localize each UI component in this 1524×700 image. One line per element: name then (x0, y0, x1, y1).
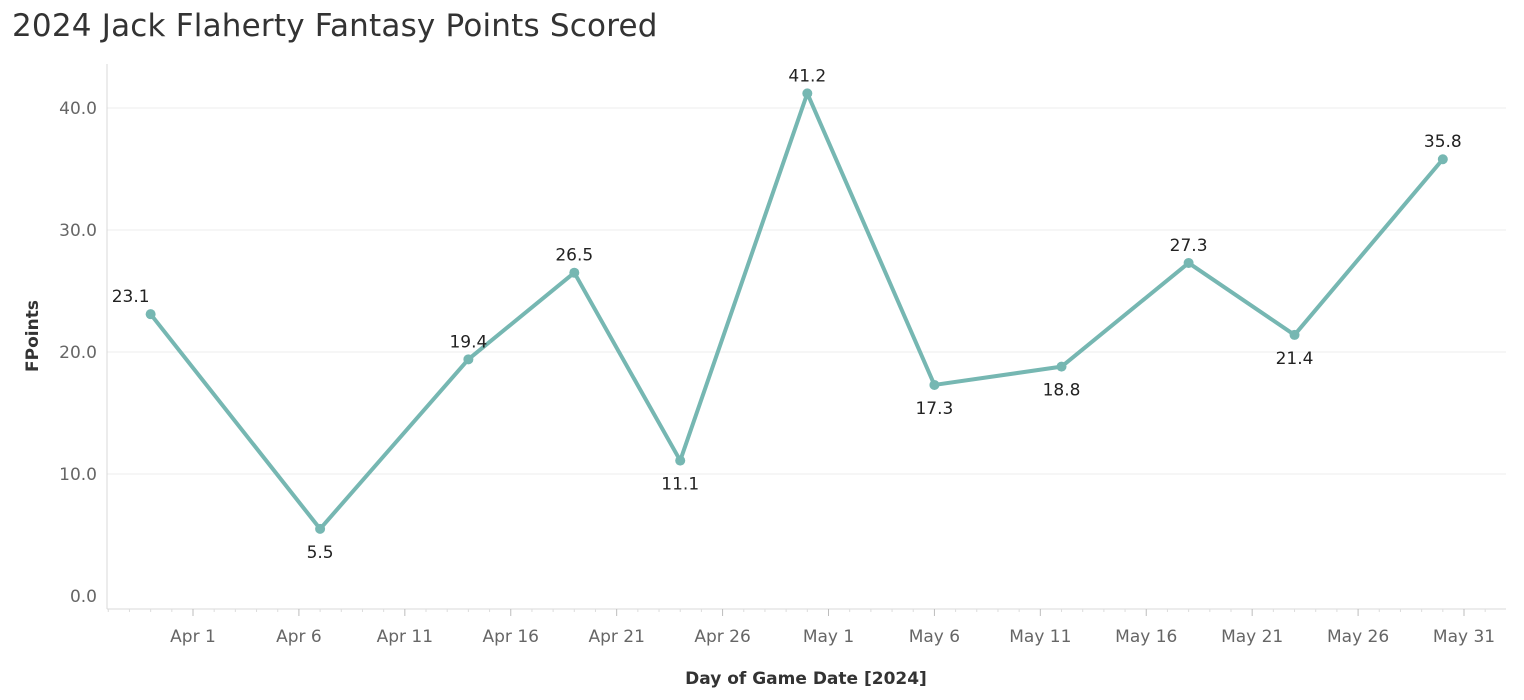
x-tick-label: May 16 (1115, 627, 1177, 647)
data-label: 17.3 (915, 399, 953, 419)
x-tick-label: Apr 1 (170, 627, 216, 647)
x-tick-label: Apr 21 (588, 627, 644, 647)
data-point (463, 354, 474, 365)
gridlines (107, 107, 1506, 475)
y-tick-label: 10.0 (59, 465, 97, 485)
data-label: 11.1 (661, 475, 699, 495)
x-tick-label: May 31 (1433, 627, 1495, 647)
x-tick-label: Apr 6 (276, 627, 322, 647)
y-tick-label: 40.0 (59, 99, 97, 119)
chart-title: 2024 Jack Flaherty Fantasy Points Scored (12, 8, 658, 44)
x-tick-label: Apr 26 (694, 627, 750, 647)
axes: 0.0 10.0 20.0 30.0 40.0 Apr 1 Apr 6 Apr 11 Apr 1… (59, 64, 1506, 647)
data-point (1289, 329, 1300, 340)
y-tick-label: 30.0 (59, 221, 97, 241)
x-tick-label: May 11 (1009, 627, 1071, 647)
data-point (1437, 154, 1448, 165)
x-tick-label: May 26 (1327, 627, 1389, 647)
data-label: 19.4 (449, 332, 487, 352)
data-point (675, 455, 686, 466)
x-tick-label: May 6 (909, 627, 960, 647)
data-point (1056, 361, 1067, 372)
data-labels: 23.1 5.5 19.4 26.5 11.1 41.2 17.3 18.8 27.3 21.4 3… (112, 66, 1462, 563)
data-points (145, 88, 1448, 534)
x-tick-label: Apr 11 (377, 627, 433, 647)
data-point (1183, 257, 1194, 268)
data-label: 21.4 (1276, 349, 1314, 369)
data-point (569, 267, 580, 278)
y-axis-label: FPoints (23, 300, 43, 372)
data-label: 27.3 (1170, 236, 1208, 256)
x-axis-label: Day of Game Date [2024] (685, 669, 927, 689)
data-label: 23.1 (112, 287, 150, 307)
data-label: 18.8 (1043, 381, 1081, 401)
x-tick-label: May 21 (1221, 627, 1283, 647)
data-label: 35.8 (1424, 132, 1462, 152)
data-point (802, 88, 813, 99)
series-line (148, 91, 1445, 531)
y-tick-label: 20.0 (59, 343, 97, 363)
x-tick-label: May 1 (803, 627, 854, 647)
data-point (315, 523, 326, 534)
series-path (148, 91, 1445, 531)
x-tick-label: Apr 16 (483, 627, 539, 647)
y-tick-label: 0.0 (70, 587, 97, 607)
data-label: 26.5 (555, 246, 593, 266)
data-label: 41.2 (788, 66, 826, 86)
data-point (145, 309, 156, 320)
data-point (929, 379, 940, 390)
data-label: 5.5 (307, 543, 334, 563)
